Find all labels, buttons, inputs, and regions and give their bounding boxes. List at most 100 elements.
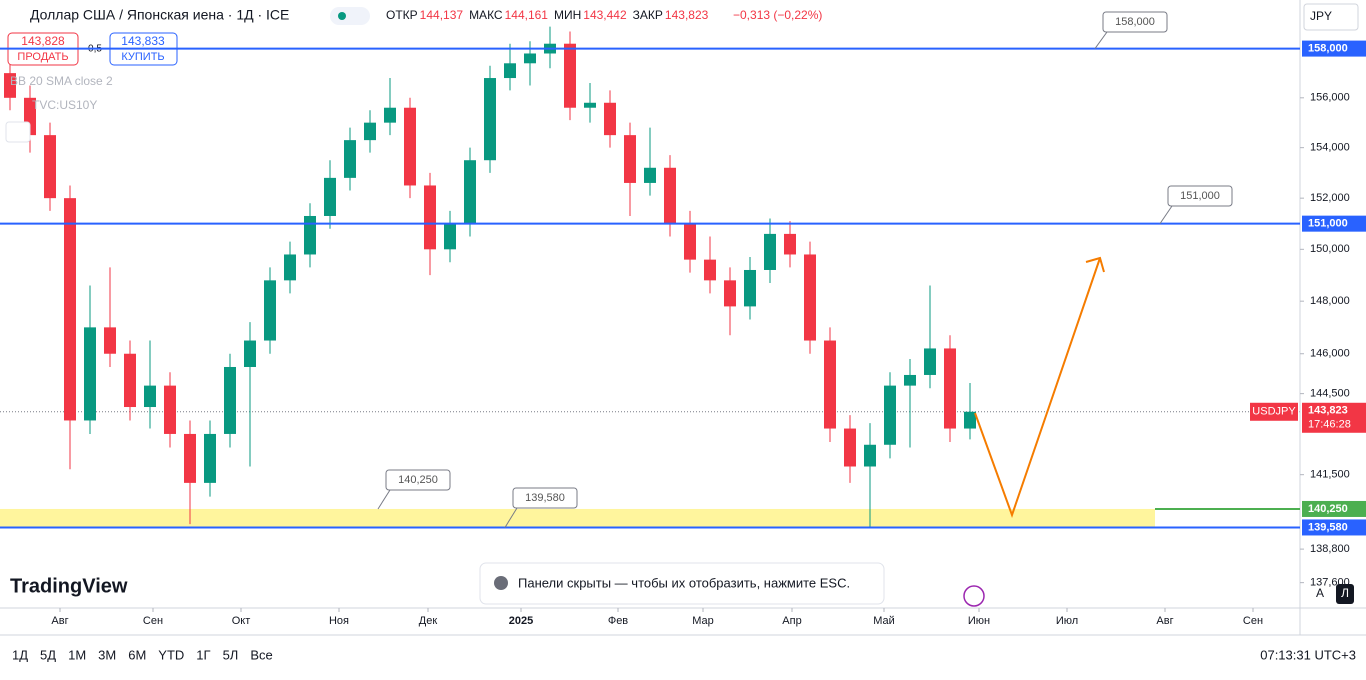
collapse-button[interactable] xyxy=(5,121,31,143)
event-icon xyxy=(963,585,985,607)
range-button[interactable]: 3М xyxy=(98,647,116,662)
indicator: TVC:US10Y xyxy=(32,98,97,112)
candle-body xyxy=(424,185,436,250)
candle-body xyxy=(124,353,136,408)
auto-button[interactable] xyxy=(1311,584,1329,604)
candle-body xyxy=(464,160,476,224)
callout-label: 140,250 xyxy=(398,474,438,486)
last-price-label: 143,823 xyxy=(1308,405,1348,417)
candle-body xyxy=(844,428,856,467)
buy-label: КУПИТЬ xyxy=(121,51,164,63)
level-axis-box xyxy=(1302,40,1366,57)
plot xyxy=(0,26,1300,528)
callout-stem xyxy=(377,489,391,510)
x-tick-label: Июл xyxy=(1056,615,1078,627)
candle-body xyxy=(884,385,896,445)
candle-body xyxy=(744,269,756,307)
stat-value: 144,161 xyxy=(505,8,549,22)
x-tick-label: Окт xyxy=(232,615,251,627)
symbol-title: Доллар США / Японская иена · 1Д · ICE xyxy=(30,7,289,23)
candle-body xyxy=(384,107,396,123)
range-button[interactable]: YTD xyxy=(158,647,184,662)
range-button[interactable]: Все xyxy=(250,647,272,662)
candle-body xyxy=(4,73,16,98)
currency-button[interactable] xyxy=(1303,3,1359,31)
support-zone xyxy=(0,508,1155,528)
background xyxy=(0,26,1300,528)
candle-body xyxy=(104,327,116,354)
x-tick-label: Ноя xyxy=(329,615,349,627)
range-button[interactable]: 1Г xyxy=(196,647,210,662)
candle-body xyxy=(944,348,956,429)
range-button[interactable]: 6М xyxy=(128,647,146,662)
candle-body xyxy=(204,433,216,483)
callout-box xyxy=(385,469,451,491)
candle-body xyxy=(604,102,616,136)
level-axis-label: 158,000 xyxy=(1308,42,1348,54)
x-tick-label: Дек xyxy=(419,615,438,627)
level-axis-box xyxy=(1302,500,1366,517)
candle-body xyxy=(964,411,976,429)
candle-body xyxy=(284,254,296,281)
countdown: 17:46:28 xyxy=(1308,419,1351,431)
log-button[interactable] xyxy=(1336,584,1354,604)
candle-body xyxy=(864,444,876,467)
arrow-head xyxy=(1085,256,1105,273)
range-button[interactable]: 1М xyxy=(68,647,86,662)
indicator: BB 20 SMA close 2 xyxy=(10,74,113,88)
candle-body xyxy=(664,167,676,224)
candle-body xyxy=(244,340,256,367)
symbol-label: USDJPY xyxy=(1252,406,1296,418)
candle-body xyxy=(404,107,416,186)
x-tick-label: Июн xyxy=(968,615,990,627)
candle-body xyxy=(924,348,936,375)
candle-body xyxy=(564,43,576,108)
range-button[interactable]: 1Д xyxy=(12,647,28,662)
candle-body xyxy=(624,135,636,183)
x-tick-label: Сен xyxy=(1243,615,1263,627)
candle-body xyxy=(324,177,336,216)
candle-body xyxy=(144,385,156,408)
callout-label: 139,580 xyxy=(525,492,565,504)
y-tick-label: 144,500 xyxy=(1310,388,1350,400)
callout-box xyxy=(1167,185,1233,207)
level-axis-box xyxy=(1302,215,1366,232)
toast-text: Панели скрыты — чтобы их отобразить, наж… xyxy=(518,575,850,590)
level-axis-label: 139,580 xyxy=(1308,521,1348,533)
candle-body xyxy=(504,63,516,79)
level-axis-box xyxy=(1302,519,1366,536)
buy-price: 143,833 xyxy=(121,34,165,48)
toast xyxy=(479,562,885,605)
y-tick-label: 152,000 xyxy=(1310,192,1350,204)
y-tick-label: 137,600 xyxy=(1310,577,1350,589)
candle-body xyxy=(804,254,816,341)
info-icon xyxy=(494,576,508,590)
stat-value: 143,442 xyxy=(583,8,627,22)
range-button[interactable]: 5Л xyxy=(223,647,239,662)
change: −0,313 (−0,22%) xyxy=(733,8,822,22)
level-axis-label: 151,000 xyxy=(1308,218,1348,230)
x-tick-label: Сен xyxy=(143,615,163,627)
log-label: Л xyxy=(1341,586,1349,600)
callout-box xyxy=(1102,11,1168,33)
candle-body xyxy=(684,223,696,260)
forecast-arrow xyxy=(974,257,1101,519)
candle-body xyxy=(164,385,176,434)
last-price-box xyxy=(1302,402,1366,433)
auto-label: A xyxy=(1316,586,1324,600)
candle-body xyxy=(304,215,316,255)
currency: JPY xyxy=(1310,9,1332,23)
stat-value: 144,137 xyxy=(420,8,464,22)
candle-body xyxy=(904,374,916,386)
callout-stem xyxy=(504,507,518,528)
ohlc: ОТКР 144,137 МАКС 144,161 МИН 143,442 ЗАКР 143,… xyxy=(386,8,709,22)
y-tick-label: 156,000 xyxy=(1310,92,1350,104)
candle-body xyxy=(364,122,376,141)
callout-stem xyxy=(1094,31,1108,49)
y-tick-label: 141,500 xyxy=(1310,469,1350,481)
range-button[interactable]: 5Д xyxy=(40,647,56,662)
stat-value: 143,823 xyxy=(665,8,709,22)
candle-body xyxy=(524,53,536,64)
candle-body xyxy=(84,327,96,421)
